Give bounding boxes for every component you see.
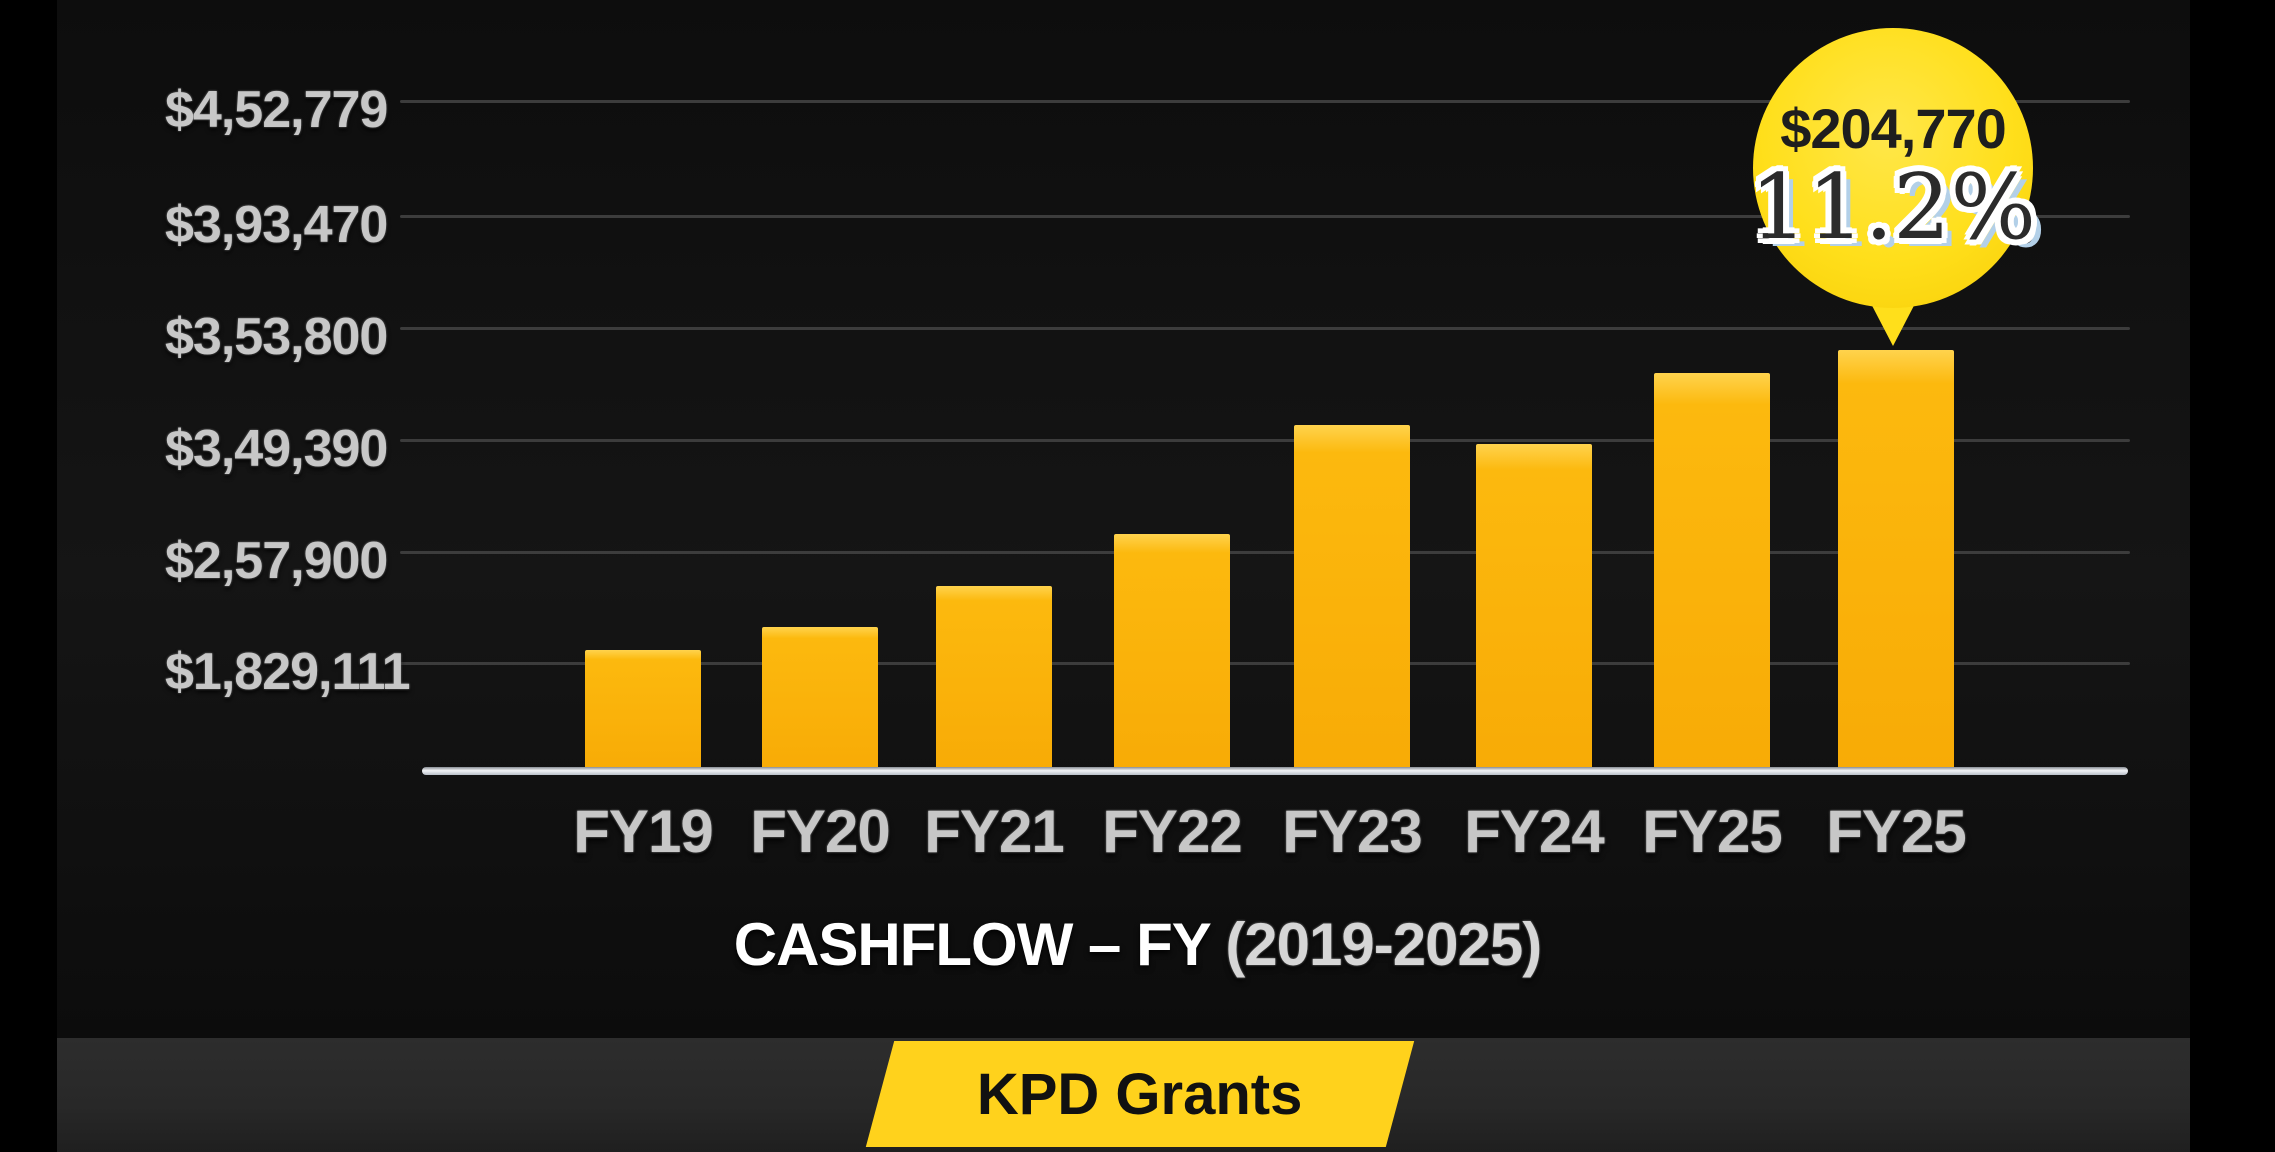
footer-banner: KPD Grants bbox=[865, 1041, 1415, 1147]
chart-title: CASHFLOW – FY (2019-2025) bbox=[0, 912, 2275, 978]
bar bbox=[585, 650, 701, 770]
bar bbox=[1294, 425, 1410, 770]
gridline bbox=[400, 100, 2130, 103]
y-axis-label: $3,49,390 bbox=[165, 420, 388, 478]
callout-amount: $204,770 bbox=[1780, 97, 2007, 160]
x-axis-label: FY19 bbox=[573, 798, 713, 865]
x-axis-line bbox=[422, 767, 2128, 775]
gridline bbox=[400, 327, 2130, 330]
x-axis-label: FY24 bbox=[1464, 798, 1604, 865]
footer-strip: KPD Grants bbox=[57, 1038, 2190, 1152]
chart-title-main: CASHFLOW – FY bbox=[733, 911, 1211, 978]
left-black-margin bbox=[0, 0, 57, 1152]
x-axis-label: FY23 bbox=[1282, 798, 1422, 865]
callout-percent: 11.2% bbox=[1750, 155, 2036, 260]
bar bbox=[1838, 350, 1954, 770]
x-axis-label: FY25 bbox=[1642, 798, 1782, 865]
bar bbox=[936, 586, 1052, 770]
y-axis-label: $2,57,900 bbox=[165, 532, 388, 590]
bar bbox=[1476, 444, 1592, 770]
gridline bbox=[400, 662, 2130, 665]
x-axis-label: FY21 bbox=[924, 798, 1064, 865]
x-axis-label: FY25 bbox=[1826, 798, 1966, 865]
chart-title-years: (2019-2025) bbox=[1225, 911, 1542, 978]
x-axis-label: FY20 bbox=[750, 798, 890, 865]
callout-bubble: $204,770 11.2% bbox=[1750, 28, 2036, 308]
footer-banner-label: KPD Grants bbox=[977, 1061, 1303, 1127]
bar bbox=[762, 627, 878, 770]
x-axis-label: FY22 bbox=[1102, 798, 1242, 865]
y-axis-label: $1,829,111 bbox=[165, 643, 411, 701]
y-axis-label: $3,93,470 bbox=[165, 196, 388, 254]
gridline bbox=[400, 439, 2130, 442]
y-axis-label: $4,52,779 bbox=[165, 81, 388, 139]
bar bbox=[1654, 373, 1770, 770]
gridline bbox=[400, 551, 2130, 554]
y-axis-label: $3,53,800 bbox=[165, 308, 388, 366]
right-black-margin bbox=[2190, 0, 2275, 1152]
bar bbox=[1114, 534, 1230, 770]
gridline bbox=[400, 215, 2130, 218]
